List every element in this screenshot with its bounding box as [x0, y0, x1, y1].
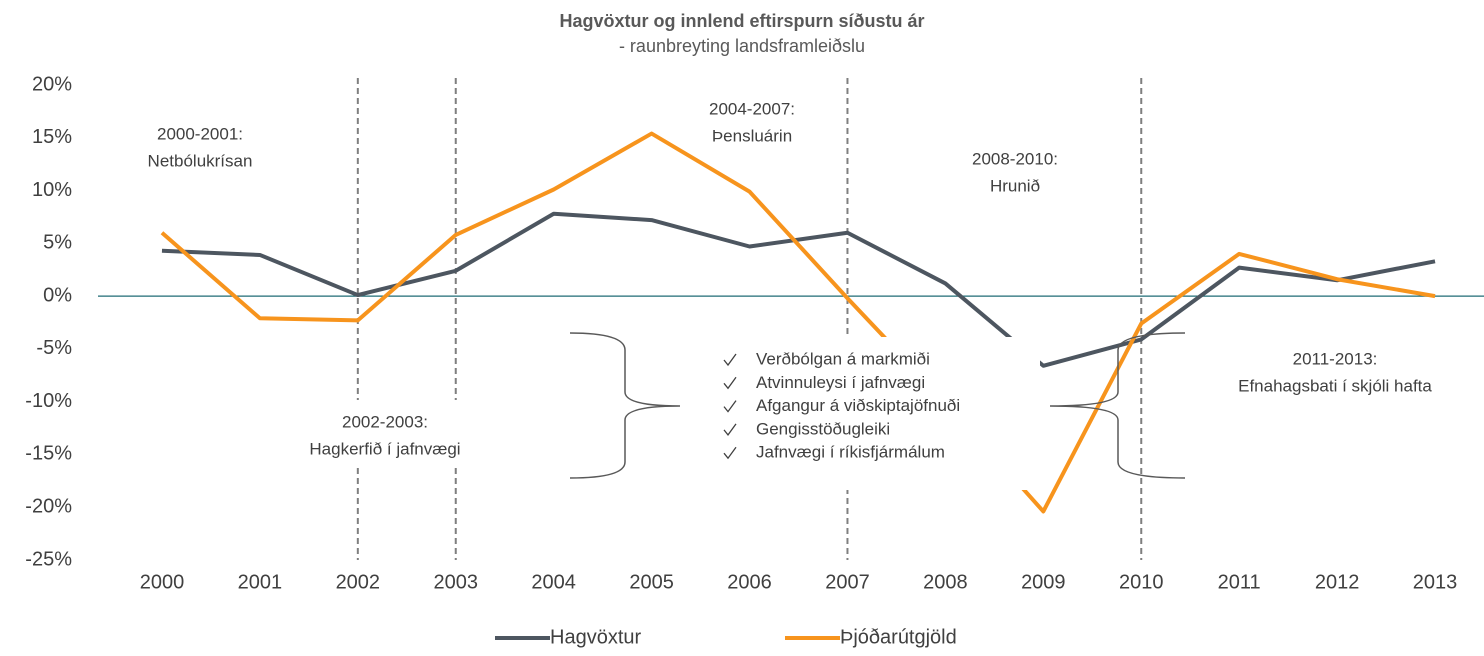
grid: 20% 15% 10% 5% 0% -5% -10% -15% -20% -25% 2000 2001…	[25, 73, 1484, 593]
annotation-text: Þensluárin	[712, 126, 792, 145]
x-tick-label: 2006	[727, 571, 772, 593]
y-tick-label: -5%	[36, 337, 72, 359]
y-tick-label: 0%	[43, 284, 72, 306]
x-tick-label: 2011	[1218, 571, 1261, 593]
annotation-text: Hagkerfið í jafnvægi	[309, 439, 460, 458]
checklist-item: Gengisstöðugleiki	[756, 419, 890, 438]
y-tick-label: 15%	[32, 126, 72, 148]
annotation-text: 2002-2003:	[342, 412, 428, 431]
x-tick-label: 2001	[238, 571, 283, 593]
checklist-box	[705, 337, 1040, 490]
annotation-text: Efnahagsbati í skjóli hafta	[1238, 376, 1432, 395]
checklist-item: Verðbólgan á markmiði	[756, 349, 930, 368]
annotation-text: Netbólukrísan	[148, 151, 253, 170]
annotation-box	[255, 400, 515, 468]
y-tick-label: -25%	[25, 548, 72, 570]
x-tick-label: 2005	[629, 571, 674, 593]
series-line	[161, 211, 1436, 368]
series	[160, 131, 1436, 514]
annotation-text: Hrunið	[990, 176, 1040, 195]
x-tick-label: 2003	[434, 571, 479, 593]
check-icon	[723, 400, 737, 413]
y-tick-label: -15%	[25, 443, 72, 465]
y-tick-label: 20%	[32, 73, 72, 95]
y-tick-label: 10%	[32, 179, 72, 201]
checklist-item: Jafnvægi í ríkisfjármálum	[756, 443, 945, 462]
brace	[1049, 332, 1186, 479]
y-tick-label: -10%	[25, 390, 72, 412]
chart-subtitle: - raunbreyting landsframleiðslu	[619, 36, 865, 56]
check-icon	[723, 353, 737, 367]
x-tick-label: 2009	[1021, 571, 1066, 593]
x-tick-label: 2002	[336, 571, 381, 593]
legend-label: Þjóðarútgjöld	[840, 626, 957, 648]
checklist-item: Atvinnuleysi í jafnvægi	[756, 373, 925, 392]
annotation-box	[1180, 338, 1484, 408]
check-icon	[723, 376, 737, 390]
check-icon	[723, 423, 737, 436]
chart-title: Hagvöxtur og innlend eftirspurn síðustu …	[559, 11, 924, 31]
x-tick-label: 2013	[1413, 571, 1458, 593]
annotation-text: 2011-2013:	[1293, 349, 1378, 368]
legend-label: Hagvöxtur	[550, 626, 641, 648]
x-tick-label: 2010	[1119, 571, 1164, 593]
annotation-text: 2008-2010:	[972, 149, 1058, 168]
x-tick-label: 2000	[140, 571, 185, 593]
x-tick-label: 2008	[923, 571, 968, 593]
y-tick-label: -20%	[25, 496, 72, 518]
brace	[569, 332, 681, 479]
series-line	[160, 131, 1436, 514]
x-tick-label: 2004	[531, 571, 576, 593]
check-icon	[723, 446, 737, 460]
x-tick-label: 2007	[825, 571, 870, 593]
annotation-text: 2004-2007:	[709, 99, 795, 118]
x-tick-label: 2012	[1315, 571, 1360, 593]
checklist-item: Afgangur á viðskiptajöfnuði	[756, 396, 960, 415]
y-tick-label: 5%	[43, 232, 72, 254]
annotation-text: 2000-2001:	[157, 124, 243, 143]
annotations: 2000-2001: Netbólukrísan 2002-2003: Hagkerf…	[148, 99, 1484, 490]
